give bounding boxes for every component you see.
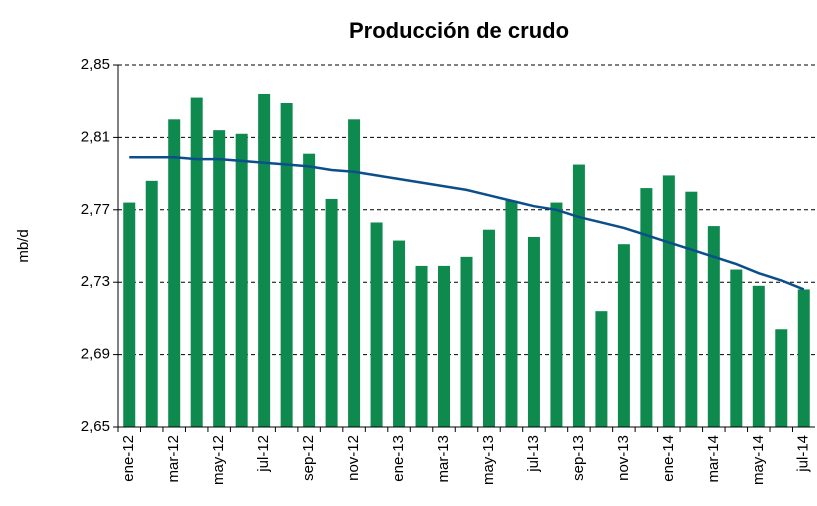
- x-tick-label: ene-12: [120, 435, 137, 482]
- x-tick-label: jul-12: [255, 435, 272, 473]
- bar: [393, 240, 406, 427]
- bar: [303, 153, 316, 427]
- bar: [460, 256, 473, 427]
- x-tick-label: jul-14: [795, 435, 812, 473]
- x-tick-label: mar-13: [435, 435, 452, 483]
- y-tick-label: 2,77: [81, 201, 110, 218]
- bar: [527, 236, 540, 427]
- trend-line: [129, 156, 805, 291]
- bar: [258, 93, 271, 428]
- x-tick-label: nov-13: [615, 435, 632, 481]
- chart-title: Producción de crudo: [349, 18, 569, 43]
- x-tick-label: mar-12: [165, 435, 182, 483]
- y-tick-label: 2,81: [81, 128, 110, 145]
- y-tick-label: 2,65: [81, 418, 110, 435]
- bar: [707, 226, 720, 427]
- bar: [505, 200, 518, 427]
- x-tick-label: ene-13: [390, 435, 407, 482]
- y-tick-label: 2,69: [81, 346, 110, 363]
- x-tick-label: sep-13: [570, 435, 587, 481]
- x-tick-label: sep-12: [300, 435, 317, 481]
- bar: [752, 285, 765, 427]
- bar: [438, 265, 451, 427]
- x-tick-label: jul-13: [525, 435, 542, 473]
- bar: [550, 202, 563, 427]
- bar: [572, 164, 585, 428]
- y-tick-label: 2,73: [81, 273, 110, 290]
- y-tick-label: 2,85: [81, 56, 110, 73]
- bar: [662, 175, 675, 427]
- bar: [617, 244, 630, 427]
- bar: [213, 130, 226, 427]
- bar: [730, 269, 743, 427]
- bar: [775, 329, 788, 427]
- bar: [482, 229, 495, 427]
- x-tick-label: may-14: [750, 435, 767, 485]
- x-tick-label: nov-12: [345, 435, 362, 481]
- bar: [145, 180, 158, 427]
- bar: [640, 188, 653, 427]
- bar: [685, 191, 698, 427]
- bar: [415, 265, 428, 427]
- bar: [123, 202, 136, 427]
- bar: [325, 198, 338, 427]
- x-tick-label: may-13: [480, 435, 497, 485]
- bar: [595, 311, 608, 427]
- bar: [280, 103, 293, 427]
- bar: [190, 97, 203, 427]
- bar: [235, 133, 248, 427]
- y-axis-label: mb/d: [15, 229, 32, 262]
- x-tick-label: ene-14: [660, 435, 677, 482]
- x-tick-label: may-12: [210, 435, 227, 485]
- bar: [348, 119, 361, 428]
- x-tick-label: mar-14: [705, 435, 722, 483]
- bar: [370, 222, 383, 427]
- bar: [797, 289, 810, 427]
- bar: [168, 119, 181, 428]
